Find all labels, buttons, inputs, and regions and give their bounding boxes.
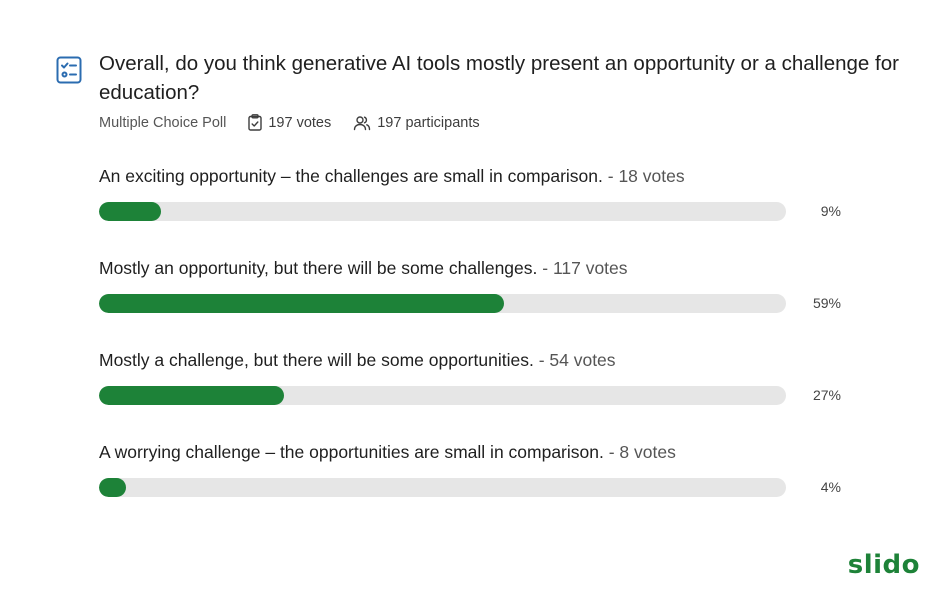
poll-option: Mostly an opportunity, but there will be… bbox=[99, 256, 859, 348]
poll-option: A worrying challenge – the opportunities… bbox=[99, 440, 859, 532]
participants-count: 197 participants bbox=[353, 114, 480, 131]
poll-option: An exciting opportunity – the challenges… bbox=[99, 164, 859, 256]
option-label: An exciting opportunity – the challenges… bbox=[99, 164, 859, 188]
option-label: Mostly an opportunity, but there will be… bbox=[99, 256, 859, 280]
slido-logo: slido bbox=[847, 550, 920, 580]
option-percentage: 59% bbox=[812, 295, 841, 311]
poll-question: Overall, do you think generative AI tool… bbox=[99, 52, 899, 104]
poll-option: Mostly a challenge, but there will be so… bbox=[99, 348, 859, 440]
result-bar-fill bbox=[99, 202, 161, 221]
result-bar-track bbox=[99, 386, 786, 405]
poll-options: An exciting opportunity – the challenges… bbox=[99, 164, 859, 532]
votes-count: 197 votes bbox=[248, 114, 331, 131]
option-percentage: 9% bbox=[820, 203, 841, 219]
option-votes: - 117 votes bbox=[537, 258, 628, 278]
option-text: An exciting opportunity – the challenges… bbox=[99, 166, 603, 186]
result-bar-track bbox=[99, 294, 786, 313]
option-votes: - 8 votes bbox=[603, 442, 676, 462]
participants-count-label: 197 participants bbox=[377, 114, 480, 131]
users-icon bbox=[354, 115, 371, 130]
option-text: Mostly an opportunity, but there will be… bbox=[99, 258, 538, 278]
result-bar-fill bbox=[99, 294, 505, 313]
result-bar-track bbox=[99, 478, 786, 497]
poll-meta: Multiple Choice Poll 197 votes 197 parti… bbox=[99, 114, 480, 131]
option-percentage: 4% bbox=[820, 479, 841, 495]
option-text: Mostly a challenge, but there will be so… bbox=[99, 350, 534, 370]
result-bar-fill bbox=[99, 386, 285, 405]
option-votes: - 18 votes bbox=[602, 166, 685, 186]
option-text: A worrying challenge – the opportunities… bbox=[99, 442, 604, 462]
option-votes: - 54 votes bbox=[533, 350, 616, 370]
option-label: Mostly a challenge, but there will be so… bbox=[99, 348, 859, 372]
poll-checklist-icon bbox=[56, 56, 82, 84]
option-label: A worrying challenge – the opportunities… bbox=[99, 440, 859, 464]
poll-type-label: Multiple Choice Poll bbox=[99, 114, 227, 131]
clipboard-check-icon bbox=[248, 114, 263, 131]
result-bar-track bbox=[99, 202, 786, 221]
result-bar-fill bbox=[99, 478, 127, 497]
option-percentage: 27% bbox=[812, 387, 841, 403]
votes-count-label: 197 votes bbox=[268, 114, 332, 131]
